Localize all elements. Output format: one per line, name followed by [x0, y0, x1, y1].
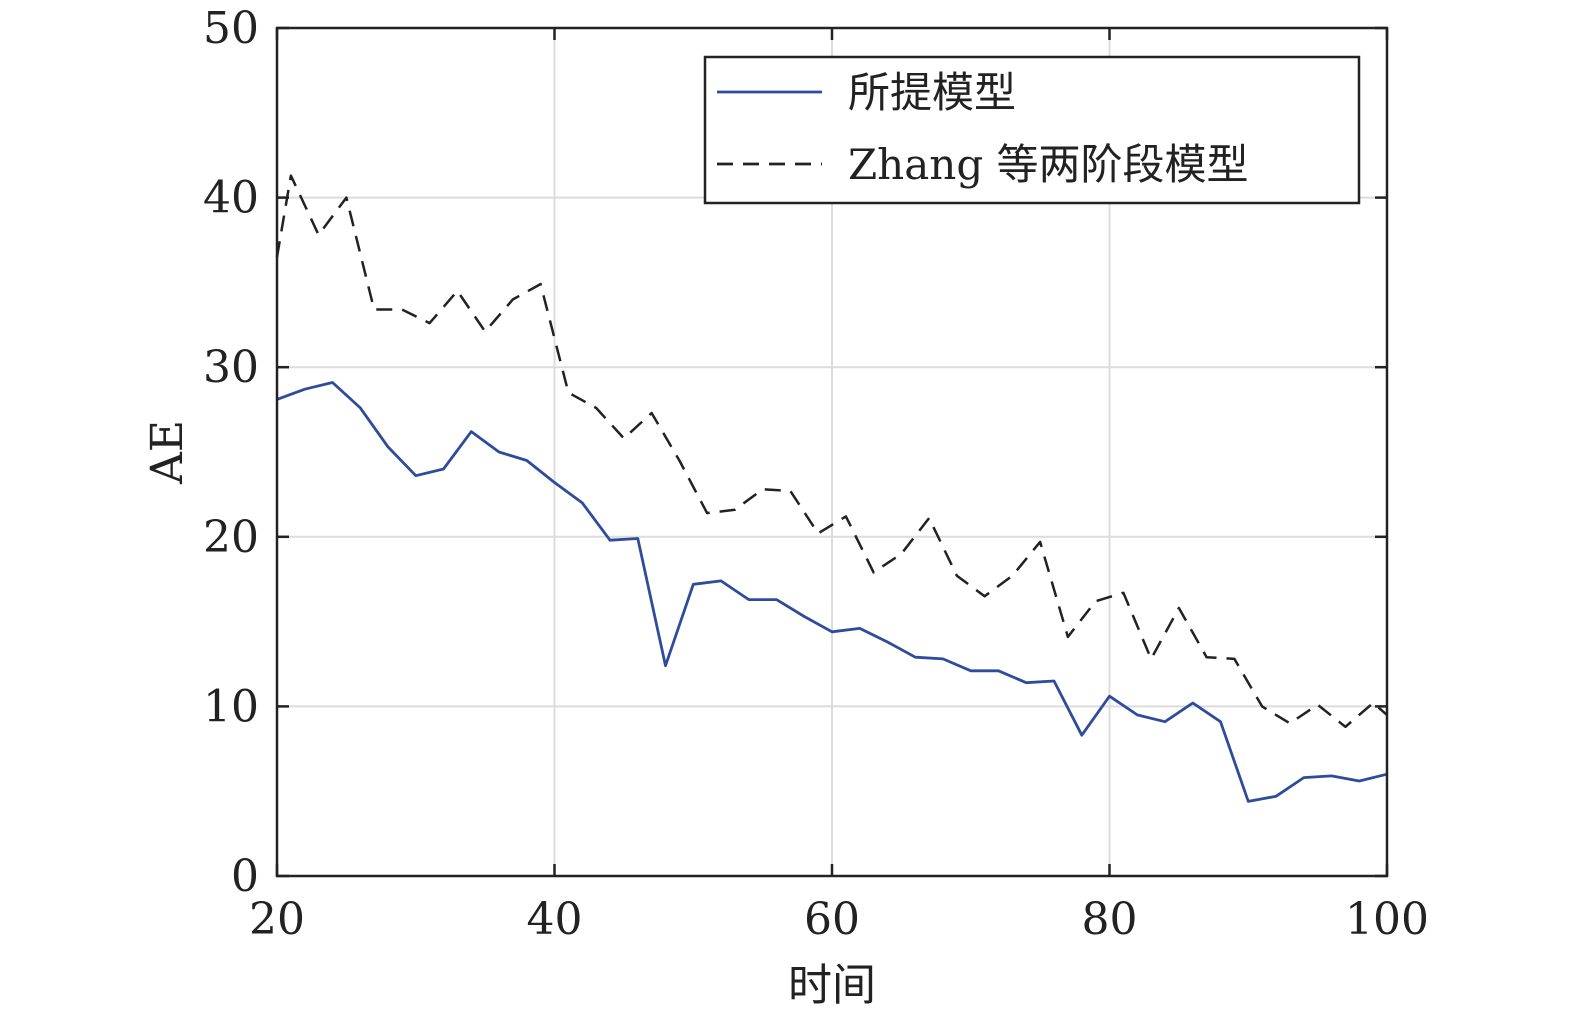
series-line-zhang-model: [275, 174, 1388, 729]
y-tick-label: 40: [203, 173, 259, 224]
legend-label-proposed-model: 所提模型: [848, 68, 1016, 117]
series-line-proposed-model: [276, 381, 1388, 803]
axis-ticks: [275, 26, 1389, 878]
legend-box: [703, 55, 1361, 205]
x-tick-label: 100: [1345, 894, 1429, 945]
y-tick-label: 0: [231, 851, 259, 902]
legend: 所提模型 Zhang 等两阶段模型: [703, 55, 1361, 205]
series-lines: [275, 174, 1388, 803]
y-tick-label: 20: [203, 512, 259, 563]
y-axis-label: AE: [142, 420, 193, 485]
y-tick-label: 30: [203, 342, 259, 393]
y-tick-label: 50: [203, 3, 259, 54]
x-tick-label: 60: [804, 894, 860, 945]
x-axis-label: 时间: [788, 960, 876, 1011]
x-tick-label: 40: [527, 894, 583, 945]
x-tick-label: 20: [249, 894, 305, 945]
legend-label-zhang-model: Zhang 等两阶段模型: [848, 140, 1249, 189]
tick-labels: 20 40 60 80 100 0 10 20 30 40 50: [203, 3, 1429, 945]
x-tick-label: 80: [1082, 894, 1138, 945]
y-tick-label: 10: [203, 681, 259, 732]
